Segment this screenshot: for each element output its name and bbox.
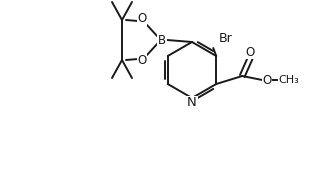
- Text: O: O: [137, 54, 146, 68]
- Text: CH₃: CH₃: [279, 75, 300, 85]
- Text: O: O: [246, 46, 255, 58]
- Text: Br: Br: [218, 32, 232, 44]
- Text: O: O: [137, 12, 146, 26]
- Text: N: N: [187, 96, 197, 110]
- Text: B: B: [158, 33, 166, 47]
- Text: O: O: [263, 74, 272, 86]
